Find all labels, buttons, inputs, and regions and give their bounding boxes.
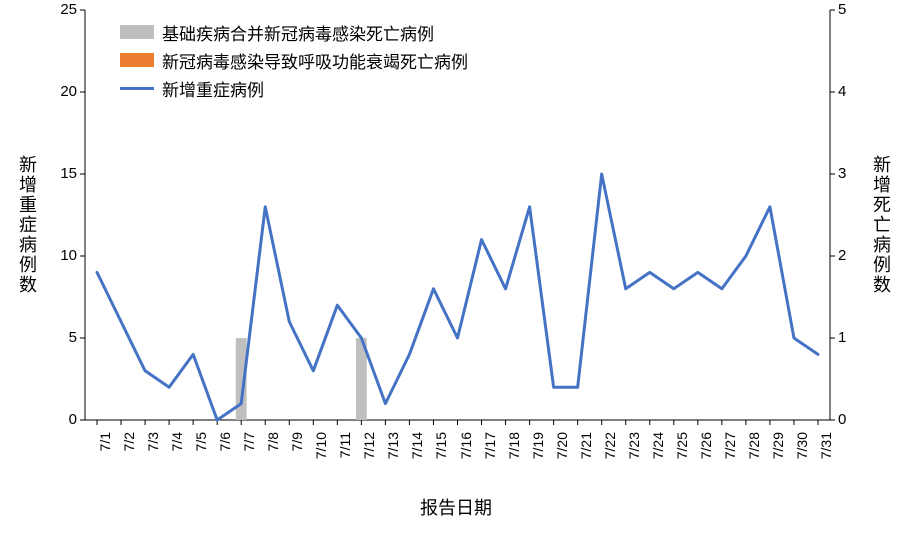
x-tick-label: 7/12	[361, 432, 377, 472]
x-tick-label: 7/7	[241, 432, 257, 472]
x-tick-label: 7/24	[650, 432, 666, 472]
x-tick-label: 7/14	[409, 432, 425, 472]
legend-swatch	[120, 25, 154, 39]
y-right-tick-label: 0	[838, 411, 846, 428]
y-left-tick-label: 15	[60, 165, 77, 182]
x-tick-label: 7/2	[121, 432, 137, 472]
x-tick-label: 7/15	[433, 432, 449, 472]
y-left-tick-label: 20	[60, 83, 77, 100]
y-right-tick-label: 4	[838, 83, 846, 100]
x-tick-label: 7/11	[337, 432, 353, 472]
legend-swatch	[120, 53, 154, 67]
x-tick-label: 7/31	[818, 432, 834, 472]
x-tick-label: 7/28	[746, 432, 762, 472]
x-tick-label: 7/13	[385, 432, 401, 472]
x-tick-label: 7/20	[554, 432, 570, 472]
legend-label: 新增重症病例	[162, 76, 264, 101]
x-tick-label: 7/19	[530, 432, 546, 472]
x-tick-label: 7/30	[794, 432, 810, 472]
x-tick-label: 7/6	[217, 432, 233, 472]
x-tick-label: 7/23	[626, 432, 642, 472]
x-tick-label: 7/5	[193, 432, 209, 472]
x-tick-label: 7/1	[97, 432, 113, 472]
y-right-tick-label: 3	[838, 165, 846, 182]
x-tick-label: 7/18	[506, 432, 522, 472]
legend: 基础疾病合并新冠病毒感染死亡病例新冠病毒感染导致呼吸功能衰竭死亡病例新增重症病例	[120, 18, 468, 102]
y-right-tick-label: 1	[838, 329, 846, 346]
legend-label: 新冠病毒感染导致呼吸功能衰竭死亡病例	[162, 48, 468, 73]
x-tick-label: 7/27	[722, 432, 738, 472]
y-left-tick-label: 25	[60, 1, 77, 18]
x-tick-label: 7/16	[458, 432, 474, 472]
y-axis-label-right: 新增死亡病例数	[868, 155, 894, 295]
legend-item: 新增重症病例	[120, 74, 468, 102]
chart-container: 新增重症病例数 新增死亡病例数 报告日期 基础疾病合并新冠病毒感染死亡病例新冠病…	[0, 0, 904, 534]
y-left-tick-label: 10	[60, 247, 77, 264]
y-right-tick-label: 5	[838, 1, 846, 18]
x-axis-label: 报告日期	[420, 494, 492, 520]
x-tick-label: 7/4	[169, 432, 185, 472]
x-tick-label: 7/25	[674, 432, 690, 472]
y-axis-label-left: 新增重症病例数	[14, 155, 40, 295]
legend-label: 基础疾病合并新冠病毒感染死亡病例	[162, 20, 434, 45]
y-left-tick-label: 0	[69, 411, 77, 428]
legend-line-swatch	[120, 87, 154, 90]
x-tick-label: 7/10	[313, 432, 329, 472]
y-right-tick-label: 2	[838, 247, 846, 264]
legend-item: 基础疾病合并新冠病毒感染死亡病例	[120, 18, 468, 46]
x-tick-label: 7/17	[482, 432, 498, 472]
x-tick-label: 7/3	[145, 432, 161, 472]
legend-item: 新冠病毒感染导致呼吸功能衰竭死亡病例	[120, 46, 468, 74]
y-left-tick-label: 5	[69, 329, 77, 346]
x-tick-label: 7/8	[265, 432, 281, 472]
x-tick-label: 7/29	[770, 432, 786, 472]
x-tick-label: 7/22	[602, 432, 618, 472]
x-tick-label: 7/26	[698, 432, 714, 472]
x-tick-label: 7/21	[578, 432, 594, 472]
x-tick-label: 7/9	[289, 432, 305, 472]
